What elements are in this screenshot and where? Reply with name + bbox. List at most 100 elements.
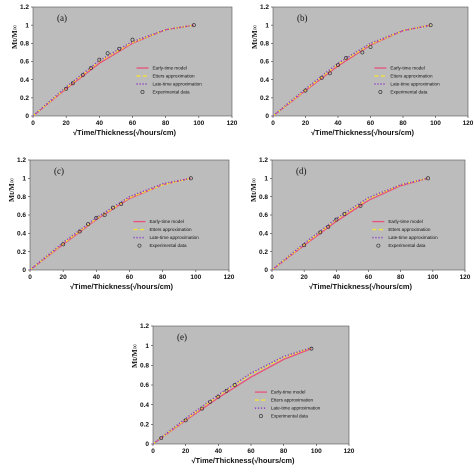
legend-entry: Experimental data (152, 90, 189, 95)
legend-entry: Etters approximation (388, 227, 431, 232)
y-tick-label: 0.6 (20, 59, 29, 66)
legend: Early-time model Etters approximation Late… (136, 66, 202, 95)
x-axis-label: √Time/Thickness(√hours/cm) (311, 128, 415, 137)
data-point (342, 212, 347, 216)
x-tick-label: 120 (227, 120, 238, 127)
panel-label: (b) (297, 13, 308, 23)
x-tick-label: 100 (430, 120, 441, 127)
x-tick-label: 20 (182, 448, 190, 455)
x-tick-label: 120 (344, 448, 355, 455)
y-tick-label: 0.8 (20, 41, 29, 48)
y-tick-label: 1.2 (259, 157, 268, 164)
x-tick-label: 120 (224, 274, 235, 281)
legend-marker (140, 90, 145, 94)
data-point (89, 65, 93, 70)
x-tick-label: 60 (129, 120, 137, 127)
x-tick-label: 20 (63, 120, 71, 127)
x-tick-label: 80 (399, 120, 407, 127)
x-tick-label: 80 (397, 274, 405, 281)
panel-label: (d) (296, 166, 307, 176)
legend-entry: Experimental data (388, 243, 425, 248)
chart-panel-1: 0 0.2 0.4 0.6 0.8 1 1.2 0 20 40 60 80 100 120 √Time/Th… (10, 4, 238, 137)
y-tick-label: 1.2 (140, 323, 149, 330)
plot-area (271, 159, 466, 271)
y-tick-label: 0.6 (17, 212, 26, 219)
series-line-3 (271, 177, 429, 271)
y-axis-label: Mt/M∞ (249, 177, 258, 202)
data-point (77, 229, 82, 234)
y-tick-label: 0.8 (259, 194, 268, 201)
data-point (119, 202, 124, 206)
x-tick-label: 80 (159, 274, 167, 281)
legend-marker (376, 243, 381, 248)
data-point (111, 205, 115, 210)
data-point (86, 222, 90, 227)
legend-entry: Late-time approximation (388, 235, 438, 240)
y-tick-label: 0.8 (140, 363, 149, 370)
chart-panel-3: 0 0.2 0.4 0.6 0.8 1 1.2 0 20 40 60 80 100 120 √Time/Th… (7, 157, 235, 291)
x-tick-label: 100 (311, 448, 322, 455)
y-tick-label: 0.8 (260, 41, 269, 48)
data-point (183, 418, 188, 423)
x-tick-label: 100 (427, 274, 438, 281)
y-tick-label: 0.4 (17, 231, 26, 238)
data-point (130, 37, 135, 42)
panel-label: (a) (57, 13, 67, 23)
data-point (200, 406, 204, 411)
y-tick-label: 1.2 (20, 4, 29, 11)
data-point (368, 45, 373, 49)
y-tick-label: 0 (145, 441, 149, 448)
y-axis-label: Mt/M∞ (250, 24, 259, 49)
x-tick-label: 60 (247, 448, 255, 455)
y-tick-label: 1 (265, 22, 269, 29)
legend-entry: Early-time model (390, 66, 424, 71)
y-tick-label: 1 (145, 343, 149, 350)
x-tick-label: 0 (271, 120, 275, 127)
x-tick-label: 0 (31, 120, 35, 127)
x-axis-label: √Time/Thickness(√hours/cm) (191, 456, 295, 465)
data-point (97, 57, 102, 62)
x-axis-label: √Time/Thickness(√hours/cm) (70, 282, 174, 291)
legend: Early-time model Etters approximation Late… (374, 66, 440, 95)
data-point (216, 394, 221, 399)
x-axis-label: √Time/Thickness(√hours/cm) (73, 128, 177, 137)
data-point (358, 203, 363, 208)
x-tick-label: 80 (280, 448, 288, 455)
y-tick-label: 0 (22, 267, 26, 274)
data-point (80, 73, 85, 78)
y-tick-label: 0.8 (17, 194, 26, 201)
data-point (360, 50, 365, 55)
y-tick-label: 0.2 (260, 95, 269, 102)
data-point (117, 46, 122, 51)
data-point (303, 88, 308, 93)
plot-area (29, 159, 230, 271)
y-tick-label: 0.4 (20, 77, 29, 84)
x-tick-label: 20 (60, 274, 68, 281)
x-tick-label: 100 (190, 274, 201, 281)
y-tick-label: 0.6 (140, 382, 149, 389)
x-tick-label: 60 (365, 274, 373, 281)
legend-entry: Late-time approximation (149, 235, 199, 240)
data-point (105, 51, 110, 56)
y-axis-label: Mt/M∞ (10, 24, 19, 49)
y-tick-label: 0.4 (259, 231, 268, 238)
data-point (428, 23, 433, 28)
x-tick-label: 40 (215, 448, 223, 455)
y-tick-label: 0 (264, 267, 268, 274)
legend-entry: Experimental data (390, 90, 427, 95)
x-tick-label: 60 (126, 274, 134, 281)
y-tick-label: 1.2 (17, 157, 26, 164)
legend-entry: Late-time approximation (152, 82, 202, 87)
legend-entry: Late-time approximation (271, 406, 321, 411)
legend-entry: Etters approximation (149, 227, 192, 232)
y-tick-label: 0.6 (260, 59, 269, 66)
x-axis-label: √Time/Thickness(√hours/cm) (309, 282, 413, 291)
x-tick-label: 120 (463, 120, 474, 127)
data-point (327, 71, 332, 76)
series-line-3 (32, 24, 195, 117)
series-line-3 (272, 24, 431, 117)
y-tick-label: 1 (25, 22, 29, 29)
data-point (318, 230, 323, 235)
x-tick-label: 20 (302, 120, 310, 127)
